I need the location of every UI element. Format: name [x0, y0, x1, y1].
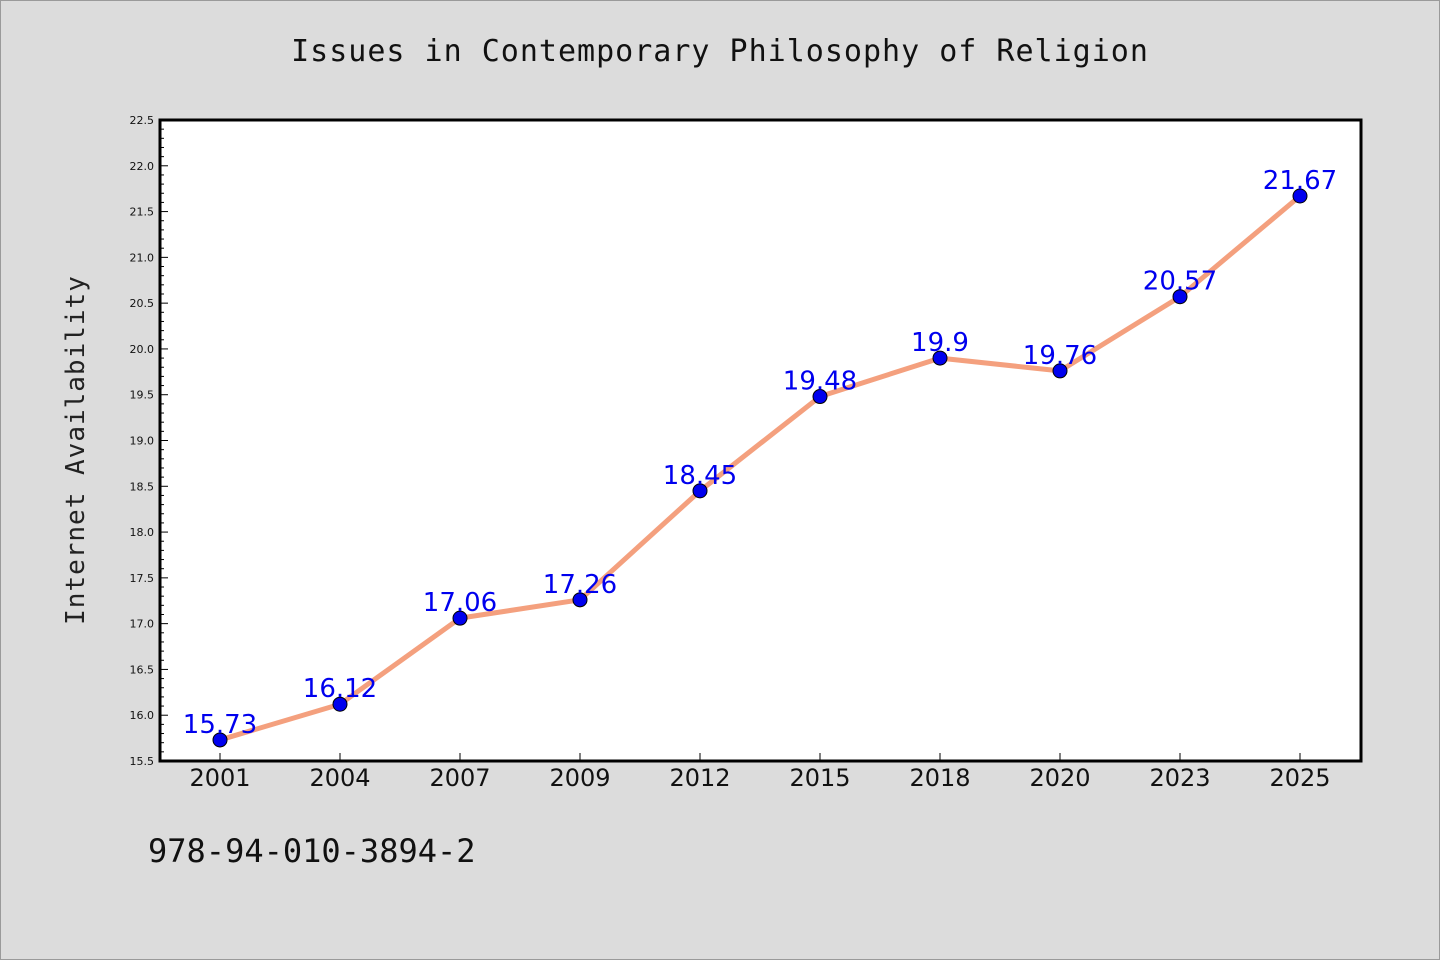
data-point	[572, 592, 588, 608]
x-tick-label: 2001	[189, 764, 250, 792]
y-tick-label: 20.5	[130, 297, 155, 310]
data-point	[1292, 188, 1308, 204]
isbn-label: 978-94-010-3894-2	[148, 832, 476, 870]
x-tick-label: 2007	[429, 764, 490, 792]
data-point	[332, 696, 348, 712]
data-label: 19.48	[783, 367, 857, 397]
data-point	[1052, 363, 1068, 379]
y-tick-label: 20.0	[130, 343, 155, 356]
y-tick-label: 19.5	[130, 389, 155, 402]
y-tick-label: 16.0	[130, 709, 155, 722]
data-point	[452, 610, 468, 626]
data-label: 20.57	[1143, 267, 1217, 297]
y-tick-label: 17.0	[130, 618, 155, 631]
x-tick-label: 2004	[309, 764, 370, 792]
x-tick-label: 2023	[1149, 764, 1210, 792]
data-point	[1172, 289, 1188, 305]
x-tick-label: 2020	[1029, 764, 1090, 792]
x-tick-label: 2018	[909, 764, 970, 792]
x-axis: 2001 2004 2007 2009 2012 2015 2018 2020 2023 2025	[189, 753, 1331, 792]
x-tick-label: 2025	[1269, 764, 1330, 792]
data-label: 16.12	[303, 674, 377, 704]
y-tick-label: 19.0	[130, 435, 155, 448]
y-tick-label: 18.0	[130, 526, 155, 539]
data-label: 19.9	[911, 328, 969, 358]
y-tick-label: 21.0	[130, 251, 155, 264]
y-tick-label: 22.5	[130, 114, 155, 127]
data-point	[692, 483, 708, 499]
data-label: 17.06	[423, 588, 497, 618]
x-tick-label: 2015	[789, 764, 850, 792]
series-line	[217, 193, 1303, 743]
series-group	[212, 188, 1308, 748]
data-labels: 15.73 16.12 17.06 17.26 18.45 19.48 19.9 19.76 2…	[183, 166, 1337, 740]
data-point	[212, 732, 228, 748]
chart-title: Issues in Contemporary Philosophy of Rel…	[291, 34, 1149, 69]
y-tick-label: 21.5	[130, 206, 155, 219]
y-axis: 15.5 16.0 16.5 17.0 17.5 18.0 18.5 19.0 19.5 20.0…	[130, 114, 168, 768]
data-label: 21.67	[1263, 166, 1337, 196]
y-tick-label: 16.5	[130, 663, 155, 676]
y-tick-label: 18.5	[130, 480, 155, 493]
y-tick-label: 15.5	[130, 755, 155, 768]
data-label: 17.26	[543, 570, 617, 600]
data-label: 18.45	[663, 461, 737, 491]
y-tick-label: 22.0	[130, 160, 155, 173]
data-label: 15.73	[183, 710, 257, 740]
x-tick-label: 2009	[549, 764, 610, 792]
data-point	[932, 350, 948, 366]
y-tick-label: 17.5	[130, 572, 155, 585]
data-label: 19.76	[1023, 341, 1097, 371]
x-tick-label: 2012	[669, 764, 730, 792]
data-point	[812, 389, 828, 405]
